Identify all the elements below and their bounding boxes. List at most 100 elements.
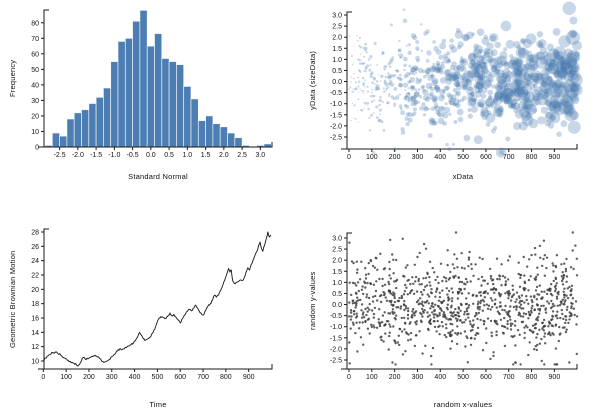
histogram-bar [161, 58, 170, 148]
histogram-bar [103, 87, 112, 148]
axes [38, 228, 273, 372]
histogram-bar [227, 132, 236, 148]
svg-text:0: 0 [41, 374, 45, 381]
histogram-chart: -2.5 -2.0 -1.5 -1.0 -0.5 0.0 0.5 1.0 1.5 2.0 2.5 3.… [31, 9, 273, 159]
svg-text:0.5: 0.5 [332, 291, 342, 298]
svg-text:-1.0: -1.0 [330, 101, 342, 108]
random-scatter-chart: 0 100 200 300 400 500 600 700 800 900 3.0 2.5 2.0 1.5… [330, 231, 579, 382]
svg-text:-1.5: -1.5 [330, 112, 342, 119]
tick-labels: -2.5 -2.0 -1.5 -1.0 -0.5 0.0 0.5 1.0 1.5 2.0 2.5 3.… [31, 20, 265, 159]
svg-text:28: 28 [31, 229, 39, 236]
x-axis-line [38, 142, 273, 148]
histogram-bar [139, 9, 148, 148]
svg-text:80: 80 [31, 20, 39, 27]
svg-text:600: 600 [174, 374, 186, 381]
svg-text:3.0: 3.0 [255, 152, 265, 159]
bubble-scatter-chart: 0 100 200 300 400 500 600 700 800 900 3.0 2.5 2.0 1.5… [330, 1, 583, 161]
svg-text:400: 400 [129, 374, 141, 381]
svg-text:12: 12 [31, 344, 39, 351]
histogram-bar [197, 120, 206, 148]
svg-text:2.5: 2.5 [332, 24, 342, 31]
svg-text:400: 400 [434, 154, 446, 161]
histogram-ylabel: Frequency [8, 59, 17, 98]
histogram-bar [66, 118, 75, 148]
gbm-line-ylabel: Geometric Brownian Motion [8, 250, 17, 348]
gbm-line-path [43, 231, 272, 367]
svg-text:-2.0: -2.0 [330, 123, 342, 130]
svg-text:2.0: 2.0 [219, 152, 229, 159]
svg-text:18: 18 [31, 301, 39, 308]
svg-text:40: 40 [31, 82, 39, 89]
histogram-bar [176, 64, 185, 148]
histogram-bars [44, 9, 272, 148]
svg-text:700: 700 [503, 154, 515, 161]
svg-text:800: 800 [526, 154, 538, 161]
histogram-bar [234, 137, 243, 148]
svg-text:200: 200 [389, 154, 401, 161]
svg-text:2.5: 2.5 [332, 247, 342, 254]
svg-text:600: 600 [480, 374, 492, 381]
tick-labels: 0 100 200 300 400 500 600 700 800 900 10 12 14 16 18 20… [31, 229, 254, 381]
histogram-bar [183, 86, 192, 148]
y-axis-line [43, 9, 49, 147]
svg-text:-1.0: -1.0 [108, 152, 120, 159]
svg-text:200: 200 [389, 374, 401, 381]
svg-text:24: 24 [31, 258, 39, 265]
svg-text:20: 20 [31, 287, 39, 294]
svg-text:-1.5: -1.5 [90, 152, 102, 159]
svg-text:0.5: 0.5 [332, 68, 342, 75]
svg-text:300: 300 [412, 374, 424, 381]
gbm-line-xlabel: Time [149, 400, 167, 409]
random-scatter-panel: 0 100 200 300 400 500 600 700 800 900 3.0 2.5 2.0 1.5… [300, 209, 600, 417]
svg-text:200: 200 [83, 374, 95, 381]
svg-text:20: 20 [31, 113, 39, 120]
svg-text:10: 10 [31, 359, 39, 366]
svg-text:400: 400 [434, 374, 446, 381]
bubble-points [348, 1, 583, 158]
svg-text:-2.0: -2.0 [330, 346, 342, 353]
svg-text:0: 0 [35, 145, 39, 152]
svg-text:-0.5: -0.5 [330, 313, 342, 320]
svg-text:1.0: 1.0 [182, 152, 192, 159]
bubble-scatter-panel: 0 100 200 300 400 500 600 700 800 900 3.0 2.5 2.0 1.5… [300, 0, 600, 208]
svg-text:800: 800 [220, 374, 232, 381]
svg-text:1.5: 1.5 [332, 46, 342, 53]
svg-text:2.0: 2.0 [332, 35, 342, 42]
histogram-bar [219, 126, 228, 148]
svg-text:-0.5: -0.5 [330, 90, 342, 97]
svg-text:500: 500 [152, 374, 164, 381]
svg-text:0: 0 [347, 154, 351, 161]
svg-text:22: 22 [31, 272, 39, 279]
svg-text:-2.0: -2.0 [72, 152, 84, 159]
svg-text:50: 50 [31, 67, 39, 74]
svg-text:0: 0 [347, 374, 351, 381]
svg-text:16: 16 [31, 315, 39, 322]
histogram-bar [190, 98, 199, 148]
svg-text:30: 30 [31, 98, 39, 105]
random-scatter-xlabel: random x-values [433, 400, 493, 409]
gbm-line-panel: 0 100 200 300 400 500 600 700 800 900 10 12 14 16 18 20… [0, 209, 300, 417]
x-axis-line [341, 144, 578, 150]
svg-text:1.5: 1.5 [332, 269, 342, 276]
svg-text:100: 100 [60, 374, 72, 381]
svg-text:-1.0: -1.0 [330, 324, 342, 331]
tick-labels: 0 100 200 300 400 500 600 700 800 900 3.0 2.5 2.0 1.5… [330, 236, 560, 382]
svg-text:100: 100 [366, 374, 378, 381]
svg-text:300: 300 [106, 374, 118, 381]
svg-text:-2.5: -2.5 [54, 152, 66, 159]
svg-text:900: 900 [243, 374, 255, 381]
axes [341, 11, 578, 152]
svg-text:600: 600 [480, 154, 492, 161]
y-axis-line [346, 11, 352, 149]
histogram-bar [51, 132, 60, 148]
histogram-bar [124, 37, 133, 148]
svg-text:0.0: 0.0 [332, 79, 342, 86]
svg-text:-1.5: -1.5 [330, 335, 342, 342]
bubble-scatter-ylabel: yData (sizeData) [308, 50, 317, 111]
svg-text:14: 14 [31, 330, 39, 337]
svg-text:0.0: 0.0 [332, 302, 342, 309]
svg-text:700: 700 [197, 374, 209, 381]
histogram-bar [154, 33, 163, 148]
svg-text:900: 900 [549, 154, 561, 161]
random-scatter-ylabel: random y-values [308, 271, 317, 331]
